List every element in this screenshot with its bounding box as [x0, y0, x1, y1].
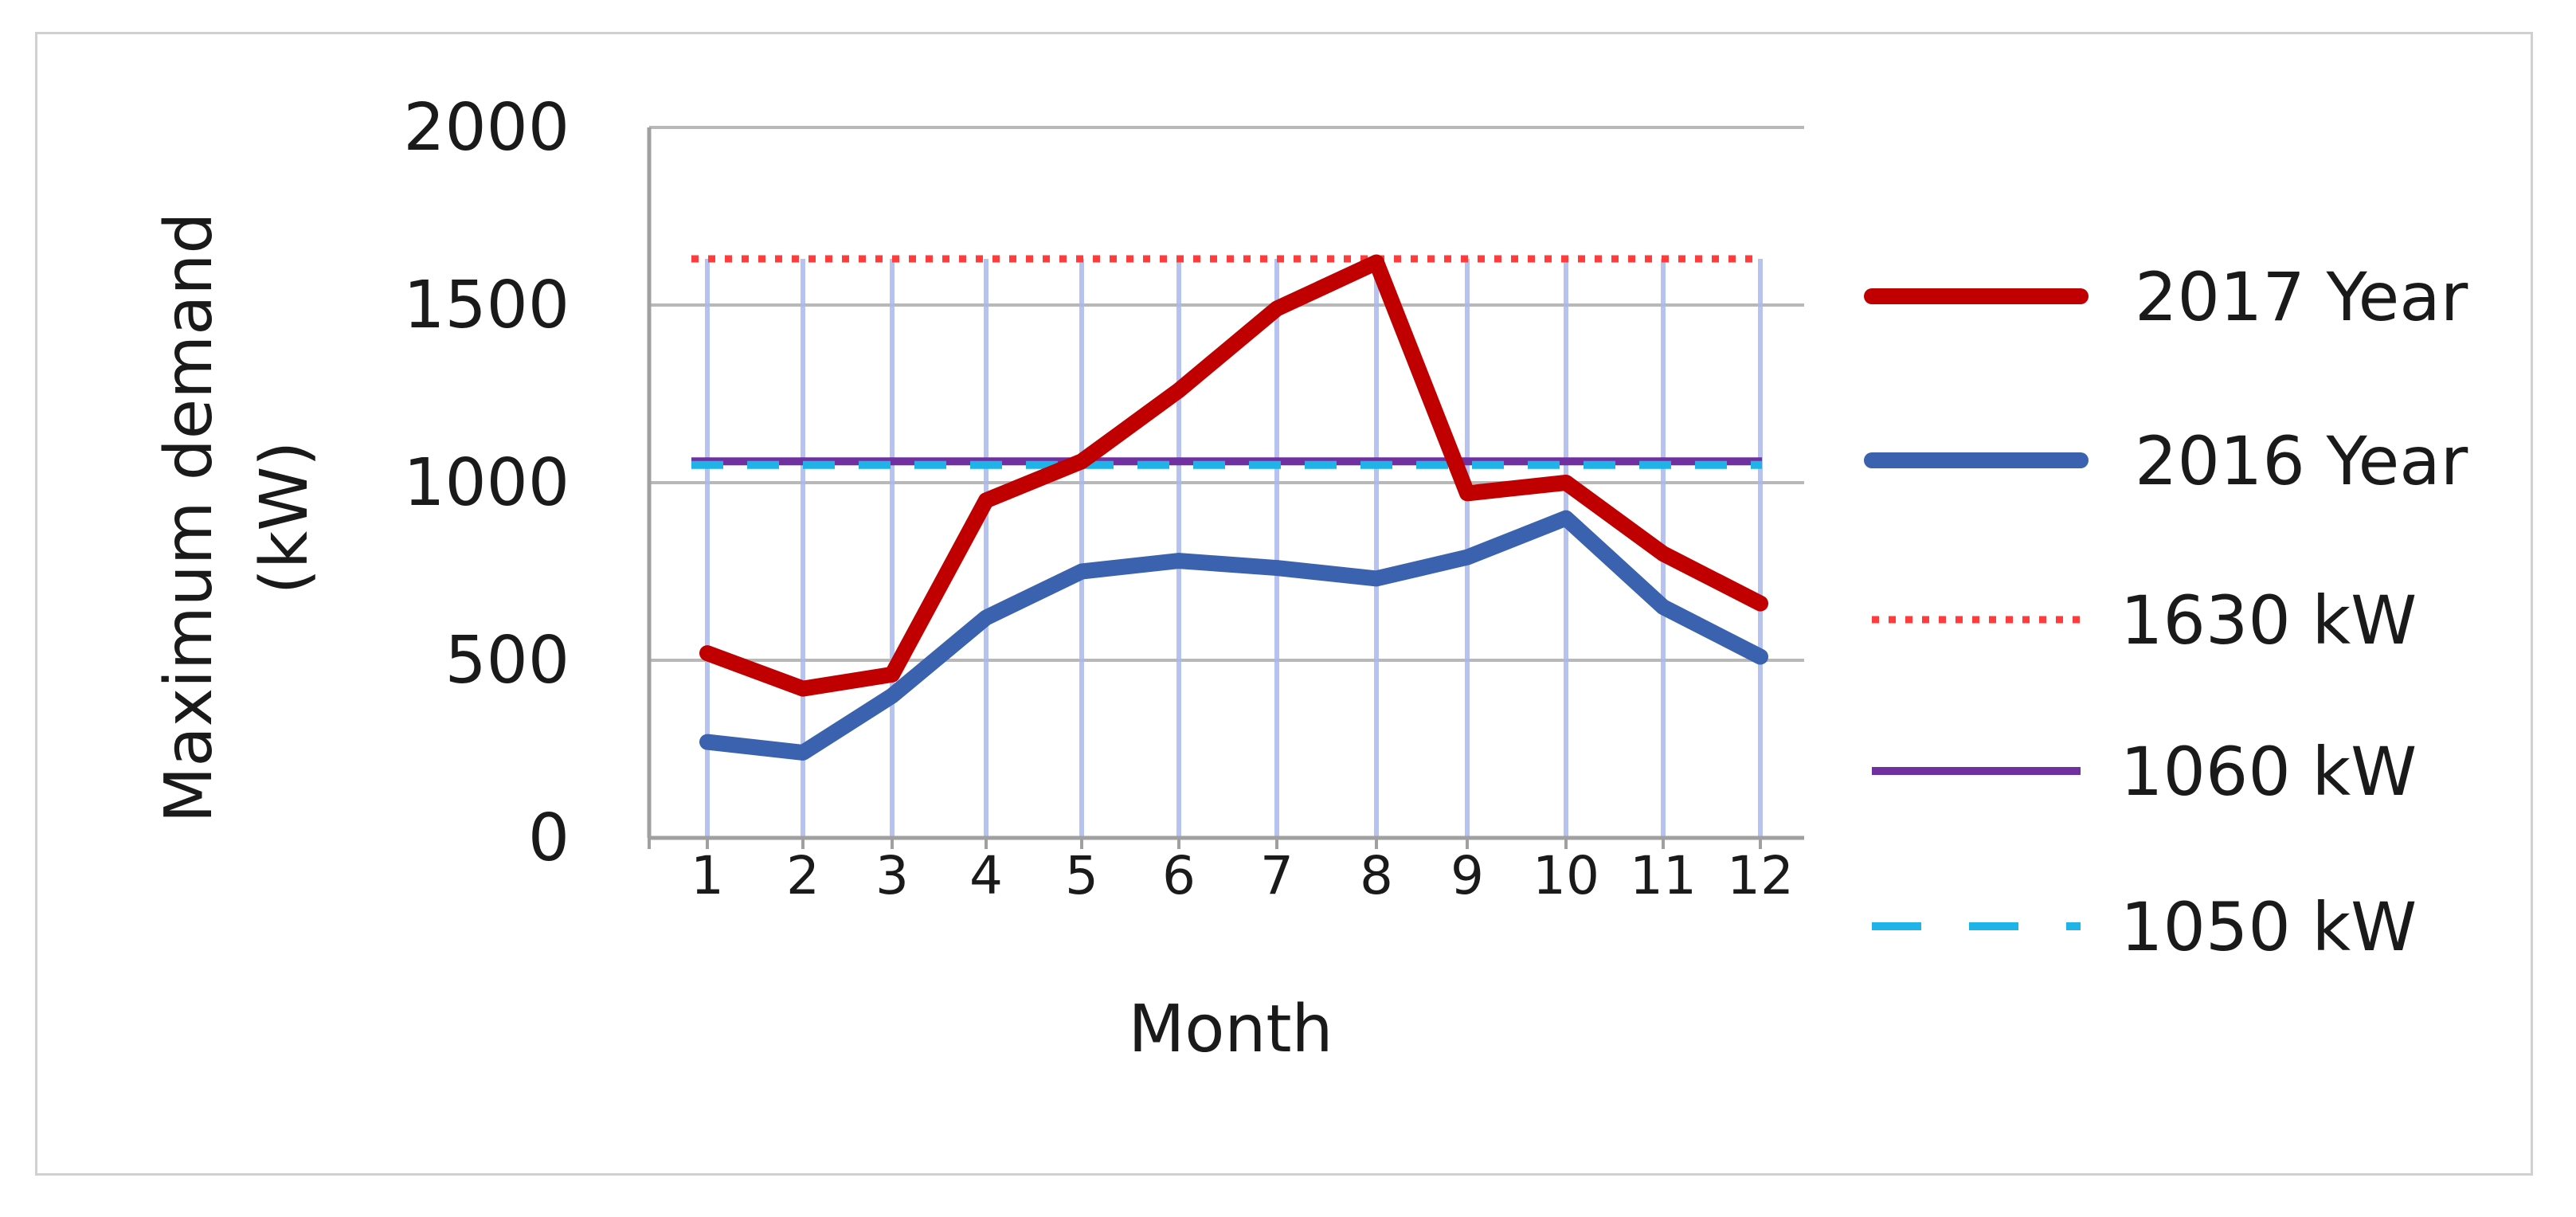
- series-line-2: [699, 510, 1768, 761]
- series-line-1: [699, 254, 1768, 697]
- x-tick-label-6: 6: [1162, 845, 1196, 906]
- x-tick-labels: 1 2 3 4 5 6 7 8 9 10 11 12: [691, 845, 1794, 906]
- series-lines: [699, 254, 1768, 761]
- y-axis-title-line-1: Maximum demand: [151, 213, 227, 824]
- y-tick-label-0: 0: [528, 800, 570, 876]
- x-tick-label-5: 5: [1065, 845, 1098, 906]
- x-tick-label-9: 9: [1450, 845, 1484, 906]
- reference-lines: [691, 255, 1762, 469]
- legend-label-5: 1050 kW: [2120, 888, 2417, 966]
- x-tick-label-8: 8: [1360, 845, 1393, 906]
- x-tick-label-7: 7: [1260, 845, 1294, 906]
- legend-label-2: 2016 Year: [2135, 422, 2468, 500]
- x-axis-title: Month: [1128, 992, 1333, 1067]
- x-tick-label-4: 4: [969, 845, 1003, 906]
- y-axis-title-line-2: (kW): [247, 441, 323, 595]
- legend: 2017 Year 2016 Year 1630 kW 1060 kW 1050 kW: [1864, 258, 2468, 966]
- x-tick-label-3: 3: [875, 845, 909, 906]
- y-tick-labels: 0 500 1000 1500 2000: [403, 90, 570, 876]
- legend-label-3: 1630 kW: [2120, 581, 2417, 659]
- x-tick-label-10: 10: [1533, 845, 1599, 906]
- y-tick-label-1500: 1500: [403, 268, 570, 343]
- horizontal-gridlines: [649, 126, 1804, 662]
- legend-label-4: 1060 kW: [2120, 733, 2417, 811]
- axes: [647, 127, 1804, 849]
- x-tick-label-12: 12: [1727, 845, 1794, 906]
- chart-frame: [35, 32, 2533, 1176]
- legend-label-1: 2017 Year: [2135, 258, 2468, 336]
- x-tick-label-2: 2: [786, 845, 820, 906]
- y-tick-label-1000: 1000: [403, 445, 570, 521]
- y-tick-label-500: 500: [444, 623, 570, 699]
- x-tick-label-11: 11: [1630, 845, 1697, 906]
- vertical-gridlines: [705, 259, 1763, 838]
- x-tick-label-1: 1: [691, 845, 724, 906]
- y-tick-label-2000: 2000: [403, 90, 570, 166]
